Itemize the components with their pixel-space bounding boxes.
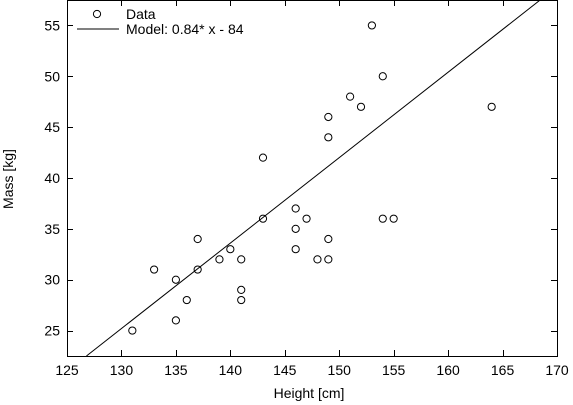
data-point [346, 92, 355, 101]
data-point [171, 316, 180, 325]
legend-data-label: Data [126, 6, 156, 22]
legend-data-marker [92, 9, 102, 19]
data-point [237, 285, 246, 294]
data-point [150, 265, 159, 274]
y-tick-label: 40 [44, 170, 60, 186]
data-point [378, 214, 387, 223]
data-point [291, 224, 300, 233]
x-tick-label: 125 [55, 362, 79, 378]
data-point [324, 255, 333, 264]
x-tick-label: 130 [110, 362, 134, 378]
axis-ticks: 125 130 135 140 145 150 155 160 165 170 25 30 35 40 45… [44, 0, 569, 378]
x-tick-label: 145 [273, 362, 297, 378]
data-point [378, 72, 387, 81]
data-points [128, 21, 496, 335]
data-point [258, 153, 268, 162]
data-point [324, 112, 333, 122]
legend-model-label: Model: 0.84* x - 84 [126, 21, 244, 37]
x-tick-label: 160 [436, 362, 460, 378]
x-tick-label: 170 [545, 362, 569, 378]
legend: Data Model: 0.84* x - 84 [77, 6, 244, 37]
y-tick-label: 55 [44, 17, 60, 33]
x-tick-label: 165 [491, 362, 515, 378]
data-point [324, 133, 333, 142]
x-axis-label: Height [cm] [274, 385, 345, 401]
data-point [171, 275, 180, 284]
model-line-group [86, 0, 541, 357]
data-point [291, 245, 300, 254]
x-tick-label: 155 [382, 362, 406, 378]
y-tick-label: 45 [44, 119, 60, 135]
y-tick-label: 50 [44, 68, 60, 84]
data-point [389, 214, 398, 223]
y-tick-label: 35 [44, 221, 60, 237]
data-point [291, 204, 300, 213]
data-point [226, 245, 235, 254]
model-line [86, 0, 541, 357]
data-point [356, 102, 366, 111]
data-point [258, 214, 268, 223]
x-tick-label: 135 [164, 362, 188, 378]
data-point [182, 295, 191, 305]
y-tick-label: 30 [44, 272, 60, 288]
x-tick-label: 140 [219, 362, 243, 378]
data-point [302, 214, 311, 223]
x-tick-label: 150 [328, 362, 352, 378]
data-point [193, 265, 202, 274]
data-point [324, 234, 333, 244]
data-point [487, 102, 496, 111]
data-point [237, 255, 246, 264]
y-axis-label: Mass [kg] [0, 149, 16, 209]
data-point [313, 255, 322, 264]
data-point [237, 295, 246, 305]
data-point [215, 255, 224, 264]
data-point [193, 234, 202, 244]
data-point [128, 326, 137, 335]
data-point [367, 21, 376, 30]
y-tick-label: 25 [44, 323, 60, 339]
